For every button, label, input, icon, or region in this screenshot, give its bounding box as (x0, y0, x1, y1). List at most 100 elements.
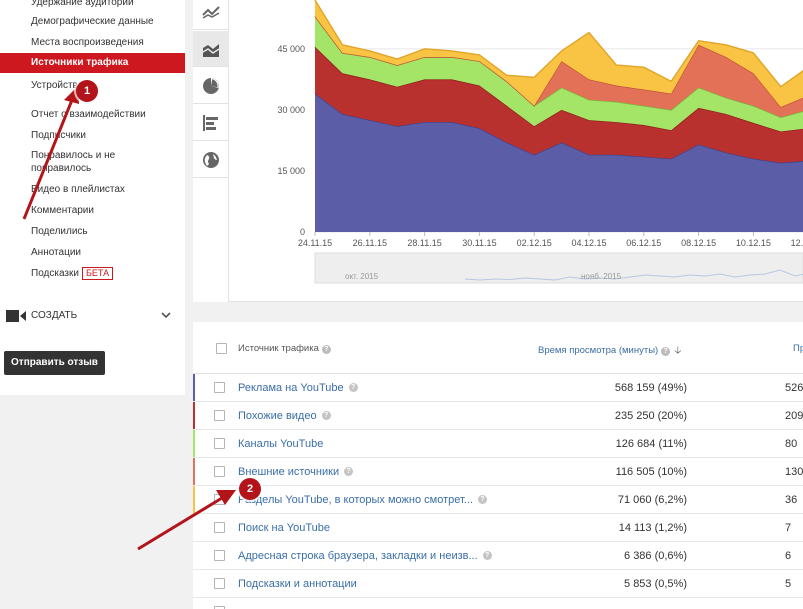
table-row[interactable]: Подсказки и аннотации 5 853 (0,5%) 5 (193, 570, 803, 598)
watch-time-value: 116 505 (10%) (615, 466, 687, 478)
row-checkbox[interactable] (214, 550, 225, 561)
x-tick-label: 12.12.15 (791, 238, 803, 248)
sidebar-item-playback-locations[interactable]: Места воспроизведения (31, 37, 144, 48)
line-chart-button[interactable] (193, 0, 229, 30)
row-checkbox[interactable] (214, 410, 225, 421)
sidebar-item-demographics[interactable]: Демографические данные (31, 16, 154, 27)
sort-desc-icon[interactable]: 🡣 (674, 345, 682, 356)
globe-icon (203, 152, 219, 168)
bar-chart-icon (203, 115, 218, 131)
help-icon[interactable]: ? (321, 345, 331, 354)
sidebar-item-devices[interactable]: Устройства (31, 80, 84, 91)
x-tick-label: 04.12.15 (571, 238, 606, 248)
table-row[interactable]: Разделы YouTube, в которых можно смотрет… (193, 486, 803, 514)
row-checkbox[interactable] (214, 382, 225, 393)
map-chart-button[interactable] (193, 142, 229, 178)
sidebar-item-playlists[interactable]: Видео в плейлистах (31, 184, 125, 195)
watch-time-value: 6 386 (0,6%) (624, 550, 687, 562)
chevron-down-icon[interactable] (161, 310, 171, 320)
chart-panel: 0 15 000 30 000 45 000 24.11.15 26.11.15 28.11… (193, 0, 803, 302)
sidebar-item-retention[interactable]: Удержание аудитории (31, 0, 134, 8)
range-navigator (314, 252, 803, 284)
bar-chart-button[interactable] (193, 105, 229, 141)
sidebar-item-likes-dislikes[interactable]: Понравилось и не понравилось (31, 150, 116, 174)
table-row[interactable]: Реклама на YouTube? 568 159 (49%) 526 (193, 374, 803, 402)
y-tick-label: 45 000 (277, 44, 305, 54)
sidebar-item-label: Подсказки (31, 268, 79, 279)
sidebar-item-cards[interactable]: Подсказки БЕТА (0, 267, 185, 280)
help-icon[interactable]: ? (344, 467, 354, 476)
sidebar-item-subscribers[interactable]: Подписчики (31, 130, 87, 141)
series-color-marker (193, 514, 195, 541)
traffic-source-link[interactable]: Подсказки и аннотации (238, 578, 357, 590)
series-color-marker (193, 430, 195, 457)
table-row[interactable]: Похожие видео? 235 250 (20%) 209 (193, 402, 803, 430)
views-value: 526 (785, 382, 803, 394)
table-row[interactable]: Адресная строка браузера, закладки и неи… (193, 542, 803, 570)
series-color-marker (193, 486, 195, 513)
column-header-views[interactable]: Пр (793, 343, 803, 354)
x-tick-label: 28.11.15 (407, 238, 441, 248)
row-checkbox[interactable] (214, 578, 225, 589)
row-checkbox[interactable] (214, 606, 225, 609)
traffic-source-link[interactable]: Каналы YouTube (238, 438, 323, 450)
create-label: СОЗДАТЬ (31, 310, 78, 321)
sidebar: Удержание аудитории Демографические данн… (0, 0, 185, 395)
traffic-source-link[interactable]: Внешние источники? (238, 466, 354, 478)
select-all-checkbox[interactable] (216, 343, 227, 354)
traffic-source-label: Реклама на YouTube (238, 382, 344, 394)
area-chart-button[interactable] (193, 31, 229, 67)
traffic-source-link[interactable]: Похожие видео? (238, 410, 331, 422)
watch-time-value: 14 113 (1,2%) (618, 522, 687, 534)
table-row[interactable]: Внешние источники? 116 505 (10%) 130 (193, 458, 803, 486)
traffic-source-label: Похожие видео (238, 410, 317, 422)
row-checkbox[interactable] (214, 438, 225, 449)
traffic-source-link[interactable]: Реклама на YouTube? (238, 382, 358, 394)
views-value: 209 (785, 410, 803, 422)
table-row[interactable]: Каналы YouTube 126 684 (11%) 80 (193, 430, 803, 458)
navigator-line (464, 269, 803, 281)
send-feedback-button[interactable]: Отправить отзыв (4, 351, 105, 375)
series-color-marker (193, 402, 195, 429)
x-tick-label: 30.11.15 (462, 238, 496, 248)
x-tick-label: 08.12.15 (681, 238, 716, 248)
views-value: 6 (785, 550, 792, 562)
sidebar-item-traffic-sources[interactable]: Источники трафика (0, 53, 185, 73)
traffic-source-link[interactable]: Поиск на YouTube (238, 522, 330, 534)
help-icon[interactable]: ? (661, 347, 671, 356)
help-icon[interactable]: ? (477, 495, 487, 504)
row-checkbox[interactable] (214, 494, 225, 505)
sidebar-item-interaction-report[interactable]: Отчет о взаимодействии (31, 109, 146, 120)
create-section[interactable]: СОЗДАТЬ (4, 306, 179, 326)
row-checkbox[interactable] (214, 522, 225, 533)
views-value: 36 (785, 494, 798, 506)
views-value: 80 (785, 438, 798, 450)
series-color-marker (193, 458, 195, 485)
annotation-badge-2: 2 (239, 478, 261, 500)
traffic-source-link[interactable]: Адресная строка браузера, закладки и неи… (238, 550, 492, 562)
help-icon[interactable]: ? (321, 411, 331, 420)
table-row[interactable]: Поиск на YouTube 14 113 (1,2%) 7 (193, 514, 803, 542)
traffic-table: Источник трафика? Время просмотра (минут… (193, 322, 803, 609)
chart-type-toolbar (193, 0, 229, 302)
watch-time-value: 126 684 (11%) (615, 438, 687, 450)
sidebar-item-annotations[interactable]: Аннотации (31, 247, 81, 258)
column-header-source[interactable]: Источник трафика? (238, 343, 331, 354)
pie-chart-button[interactable] (193, 68, 229, 104)
sidebar-item-sharing[interactable]: Поделились (31, 226, 88, 237)
series-line-4 (314, 0, 803, 88)
help-icon[interactable]: ? (348, 383, 358, 392)
traffic-source-label: Поиск на YouTube (238, 522, 331, 534)
series-color-marker (193, 374, 195, 401)
column-header-watch-time[interactable]: Время просмотра (минуты)? 🡣 (538, 343, 681, 360)
y-tick-label: 30 000 (277, 105, 305, 115)
traffic-source-link[interactable]: Разделы YouTube, в которых можно смотрет… (238, 494, 487, 506)
traffic-source-label: Внешние источники (238, 466, 340, 478)
views-value: 7 (785, 522, 792, 534)
table-row[interactable] (193, 598, 803, 609)
sidebar-item-comments[interactable]: Комментарии (31, 205, 94, 216)
row-checkbox[interactable] (214, 466, 225, 477)
help-icon[interactable]: ? (482, 551, 492, 560)
y-tick-label: 0 (300, 227, 305, 237)
video-camera-icon (6, 310, 26, 322)
